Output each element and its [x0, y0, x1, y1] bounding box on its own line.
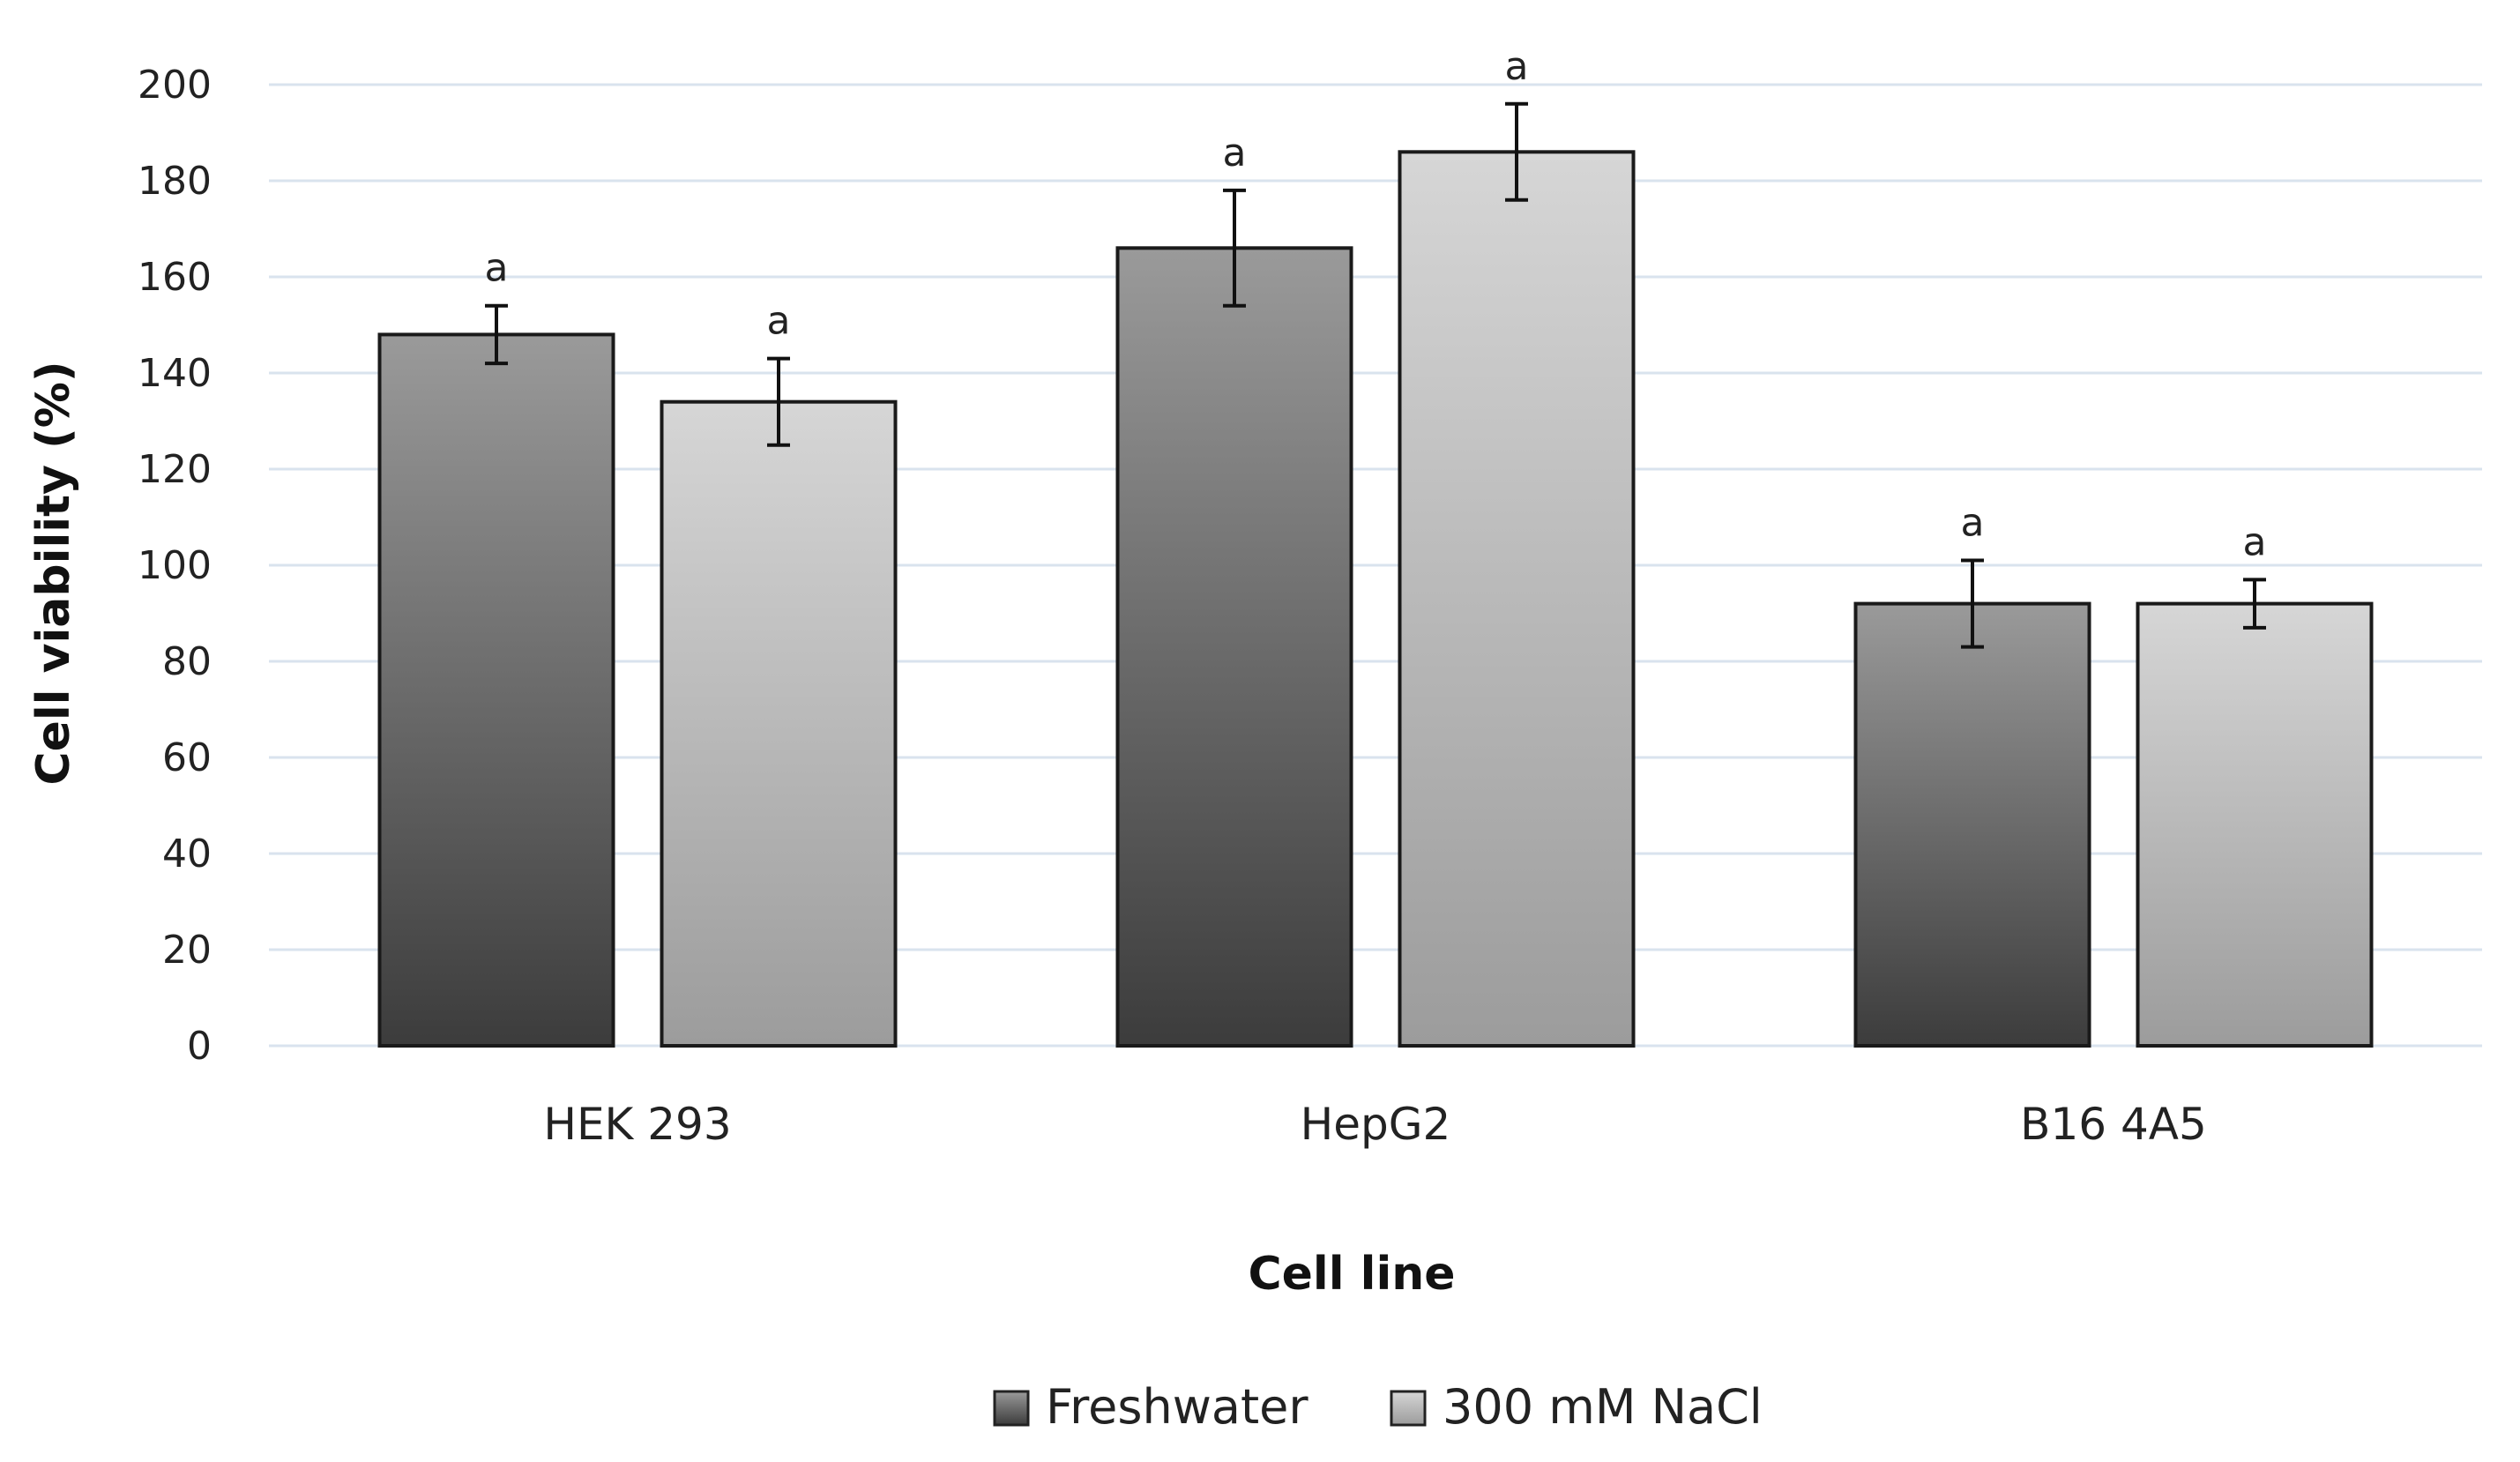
y-axis-ticks: 0 20 40 60 80 100 120 140 160 180 200 — [138, 63, 212, 1069]
x-axis-title: Cell line — [1248, 1248, 1455, 1301]
y-tick-label: 20 — [162, 928, 212, 973]
legend-swatch-freshwater — [993, 1390, 1030, 1427]
y-axis-title: Cell viability (%) — [27, 361, 80, 785]
x-category-label: B16 4A5 — [2020, 1099, 2207, 1150]
legend: Freshwater 300 mM NaCl — [993, 1379, 1763, 1435]
x-category-label: HEK 293 — [543, 1099, 731, 1150]
legend-swatch-nacl — [1390, 1390, 1427, 1427]
gridlines — [269, 83, 2482, 1048]
y-tick-label: 100 — [138, 543, 212, 588]
legend-label-freshwater: Freshwater — [1046, 1379, 1308, 1435]
y-tick-label: 140 — [138, 351, 212, 396]
bar-1-1 — [1398, 150, 1636, 1048]
bar-0-2 — [1853, 601, 2091, 1048]
y-tick-label: 180 — [138, 159, 212, 204]
x-axis-categories: HEK 293 HepG2 B16 4A5 — [543, 1099, 2206, 1150]
legend-label-nacl: 300 mM NaCl — [1443, 1379, 1763, 1435]
y-tick-label: 160 — [138, 255, 212, 300]
significance-label: a — [1505, 44, 1529, 89]
x-category-label: HepG2 — [1301, 1099, 1451, 1150]
y-tick-label: 120 — [138, 447, 212, 492]
bar-0-1 — [1115, 246, 1353, 1048]
significance-label: a — [767, 299, 791, 344]
bar-1-0 — [660, 399, 898, 1048]
bar-0-0 — [377, 332, 615, 1048]
y-tick-label: 60 — [162, 735, 212, 780]
significance-label: a — [485, 246, 509, 291]
y-tick-label: 80 — [162, 639, 212, 684]
significance-label: a — [1961, 501, 1985, 546]
significance-label: a — [1223, 131, 1247, 175]
bar-1-2 — [2136, 601, 2374, 1048]
y-tick-label: 0 — [187, 1024, 212, 1069]
bars: a a a a a a — [377, 44, 2374, 1048]
y-tick-label: 200 — [138, 63, 212, 108]
significance-label: a — [2243, 519, 2267, 564]
y-tick-label: 40 — [162, 832, 212, 876]
